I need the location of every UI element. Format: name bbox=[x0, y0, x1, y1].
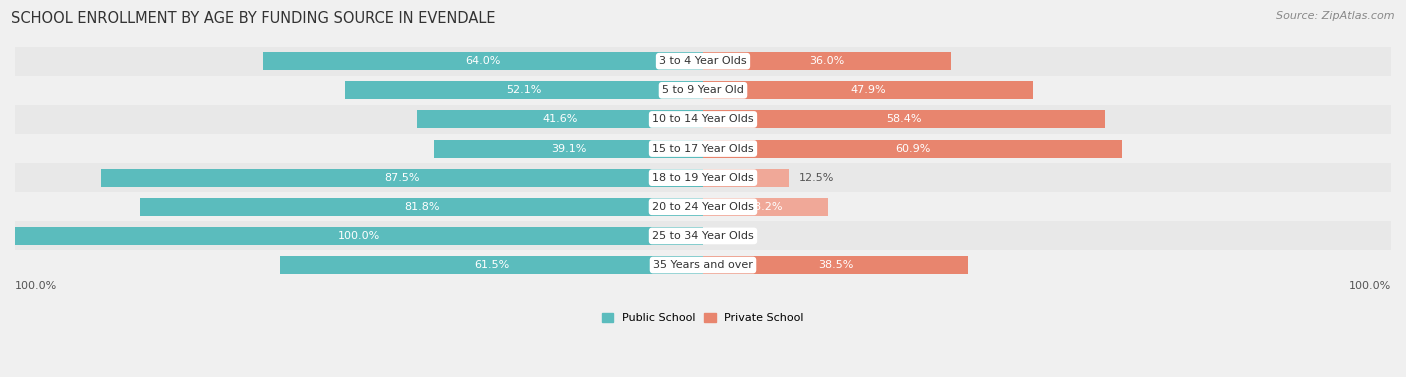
Bar bbox=[703, 81, 1032, 99]
Bar bbox=[141, 198, 703, 216]
Text: 61.5%: 61.5% bbox=[474, 260, 509, 270]
Bar bbox=[15, 227, 703, 245]
Text: 52.1%: 52.1% bbox=[506, 85, 541, 95]
Text: 5 to 9 Year Old: 5 to 9 Year Old bbox=[662, 85, 744, 95]
Text: 87.5%: 87.5% bbox=[384, 173, 420, 183]
Text: 100.0%: 100.0% bbox=[1348, 281, 1391, 291]
Bar bbox=[15, 163, 1391, 192]
Text: 41.6%: 41.6% bbox=[543, 115, 578, 124]
Text: 0.0%: 0.0% bbox=[713, 231, 741, 241]
Bar bbox=[703, 256, 967, 274]
Text: 15 to 17 Year Olds: 15 to 17 Year Olds bbox=[652, 144, 754, 153]
Text: 12.5%: 12.5% bbox=[800, 173, 835, 183]
Bar bbox=[344, 81, 703, 99]
Bar bbox=[15, 76, 1391, 105]
Bar bbox=[15, 250, 1391, 280]
Text: 18 to 19 Year Olds: 18 to 19 Year Olds bbox=[652, 173, 754, 183]
Text: 39.1%: 39.1% bbox=[551, 144, 586, 153]
Bar bbox=[15, 221, 1391, 250]
Bar bbox=[280, 256, 703, 274]
Text: 58.4%: 58.4% bbox=[886, 115, 922, 124]
Bar bbox=[703, 169, 789, 187]
Bar bbox=[434, 139, 703, 158]
Bar bbox=[15, 47, 1391, 76]
Bar bbox=[15, 192, 1391, 221]
Text: 10 to 14 Year Olds: 10 to 14 Year Olds bbox=[652, 115, 754, 124]
Bar bbox=[15, 134, 1391, 163]
Bar bbox=[15, 105, 1391, 134]
Bar bbox=[416, 110, 703, 129]
Text: 47.9%: 47.9% bbox=[851, 85, 886, 95]
Text: 35 Years and over: 35 Years and over bbox=[652, 260, 754, 270]
Text: 38.5%: 38.5% bbox=[818, 260, 853, 270]
Text: 3 to 4 Year Olds: 3 to 4 Year Olds bbox=[659, 56, 747, 66]
Text: Source: ZipAtlas.com: Source: ZipAtlas.com bbox=[1277, 11, 1395, 21]
Bar bbox=[703, 198, 828, 216]
Text: 20 to 24 Year Olds: 20 to 24 Year Olds bbox=[652, 202, 754, 212]
Legend: Public School, Private School: Public School, Private School bbox=[598, 308, 808, 327]
Text: 25 to 34 Year Olds: 25 to 34 Year Olds bbox=[652, 231, 754, 241]
Bar bbox=[703, 139, 1122, 158]
Text: SCHOOL ENROLLMENT BY AGE BY FUNDING SOURCE IN EVENDALE: SCHOOL ENROLLMENT BY AGE BY FUNDING SOUR… bbox=[11, 11, 496, 26]
Bar bbox=[703, 110, 1105, 129]
Text: 81.8%: 81.8% bbox=[404, 202, 439, 212]
Text: 100.0%: 100.0% bbox=[337, 231, 380, 241]
Text: 60.9%: 60.9% bbox=[894, 144, 931, 153]
Text: 64.0%: 64.0% bbox=[465, 56, 501, 66]
Bar bbox=[101, 169, 703, 187]
Bar bbox=[703, 52, 950, 70]
Text: 100.0%: 100.0% bbox=[15, 281, 58, 291]
Text: 36.0%: 36.0% bbox=[810, 56, 845, 66]
Text: 18.2%: 18.2% bbox=[748, 202, 783, 212]
Bar bbox=[263, 52, 703, 70]
